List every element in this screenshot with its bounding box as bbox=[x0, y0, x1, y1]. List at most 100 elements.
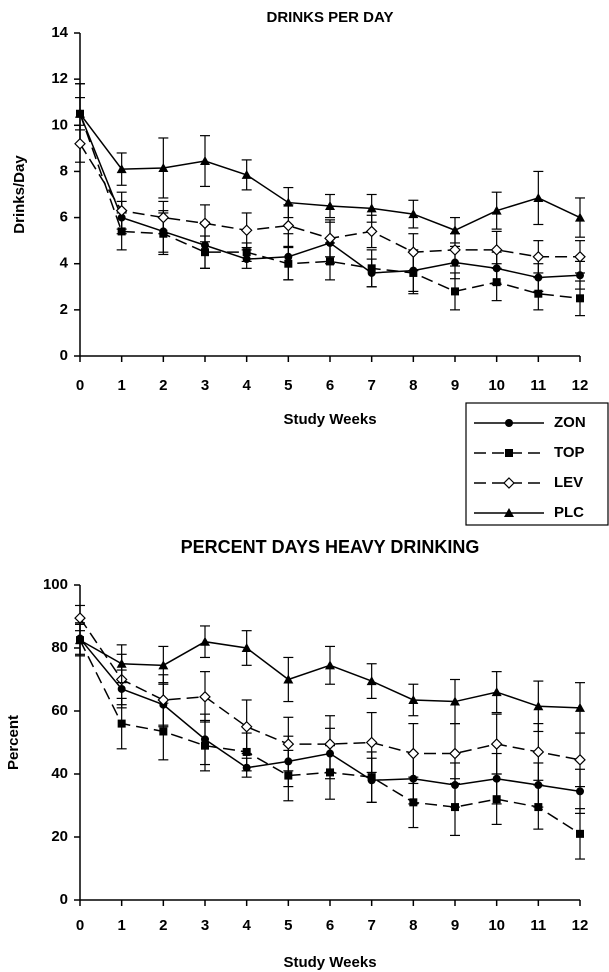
y-tick-label: 0 bbox=[60, 347, 68, 364]
x-tick-label: 12 bbox=[572, 917, 589, 934]
x-tick-label: 1 bbox=[117, 917, 125, 934]
marker bbox=[407, 246, 420, 259]
marker bbox=[159, 727, 168, 736]
legend: ZON TOP LEV PLC bbox=[465, 402, 609, 526]
marker bbox=[201, 741, 209, 750]
marker bbox=[240, 720, 253, 733]
marker bbox=[158, 660, 169, 670]
x-tick-label: 3 bbox=[201, 377, 209, 394]
marker bbox=[324, 738, 336, 750]
x-tick-label: 2 bbox=[159, 377, 167, 394]
marker bbox=[367, 773, 376, 782]
legend-label: LEV bbox=[554, 474, 583, 491]
marker bbox=[409, 268, 418, 277]
marker bbox=[157, 694, 170, 706]
marker bbox=[242, 248, 251, 257]
x-tick-label: 6 bbox=[326, 377, 334, 394]
x-tick-label: 11 bbox=[530, 377, 546, 394]
x-tick-label: 0 bbox=[76, 917, 84, 934]
marker bbox=[365, 225, 378, 238]
marker bbox=[575, 212, 585, 222]
y-tick-label: 2 bbox=[60, 301, 68, 318]
x-tick-label: 9 bbox=[451, 917, 459, 934]
y-tick-label: 20 bbox=[51, 828, 68, 845]
y-tick-label: 10 bbox=[51, 116, 68, 133]
marker bbox=[449, 244, 461, 256]
y-tick-label: 100 bbox=[43, 576, 68, 593]
marker bbox=[367, 264, 376, 273]
y-axis-label: Percent bbox=[5, 715, 22, 770]
y-tick-label: 14 bbox=[51, 24, 68, 41]
marker bbox=[282, 738, 295, 750]
marker bbox=[366, 203, 377, 213]
y-tick-label: 80 bbox=[51, 639, 68, 656]
marker bbox=[282, 219, 295, 232]
chart: PERCENT DAYS HEAVY DRINKING Study Weeks Pe… bbox=[5, 537, 588, 971]
x-tick-label: 1 bbox=[117, 377, 125, 394]
x-tick-label: 10 bbox=[488, 377, 505, 394]
x-tick-label: 4 bbox=[242, 917, 251, 934]
marker bbox=[200, 636, 210, 646]
marker bbox=[117, 227, 126, 236]
marker bbox=[533, 192, 544, 202]
marker bbox=[325, 201, 335, 211]
marker bbox=[576, 787, 584, 796]
chart-title: PERCENT DAYS HEAVY DRINKING bbox=[181, 537, 480, 557]
marker bbox=[408, 209, 419, 219]
legend-label: TOP bbox=[554, 444, 585, 461]
y-tick-label: 4 bbox=[60, 255, 69, 272]
y-tick-label: 6 bbox=[60, 209, 68, 226]
marker bbox=[201, 248, 209, 257]
y-axis-label: Drinks/Day bbox=[11, 155, 28, 234]
marker bbox=[74, 137, 86, 150]
marker bbox=[284, 771, 293, 780]
marker bbox=[534, 803, 543, 812]
marker bbox=[574, 753, 586, 766]
marker bbox=[283, 197, 294, 207]
marker bbox=[450, 225, 460, 235]
marker bbox=[491, 205, 502, 215]
chart: DRINKS PER DAY Study Weeks Drinks/Day 0 2 4 6 8… bbox=[11, 9, 609, 526]
marker bbox=[532, 746, 545, 758]
marker bbox=[576, 294, 584, 303]
marker bbox=[199, 217, 211, 230]
x-axis-label: Study Weeks bbox=[283, 411, 376, 428]
marker bbox=[532, 250, 545, 263]
y-tick-label: 40 bbox=[51, 765, 68, 782]
marker bbox=[75, 635, 85, 645]
x-tick-label: 0 bbox=[76, 377, 84, 394]
marker bbox=[157, 211, 170, 224]
marker bbox=[199, 690, 211, 703]
y-tick-label: 0 bbox=[60, 891, 68, 908]
y-tick-label: 12 bbox=[51, 70, 68, 87]
marker bbox=[241, 643, 252, 652]
legend-label: PLC bbox=[554, 504, 584, 521]
marker bbox=[324, 232, 336, 245]
x-tick-label: 8 bbox=[409, 377, 417, 394]
x-tick-label: 6 bbox=[326, 917, 334, 934]
marker bbox=[115, 204, 128, 217]
x-axis-label: Study Weeks bbox=[283, 954, 376, 971]
marker bbox=[325, 660, 335, 670]
marker bbox=[408, 694, 419, 704]
marker bbox=[283, 674, 294, 684]
marker bbox=[116, 658, 127, 668]
marker bbox=[240, 224, 253, 237]
x-tick-label: 10 bbox=[488, 917, 505, 934]
legend-label: ZON bbox=[554, 414, 586, 431]
marker bbox=[490, 244, 503, 256]
marker bbox=[407, 747, 420, 760]
marker bbox=[451, 803, 459, 812]
marker bbox=[492, 278, 501, 287]
marker bbox=[117, 719, 126, 728]
chart-title: DRINKS PER DAY bbox=[267, 9, 394, 26]
legend-marker bbox=[505, 449, 513, 457]
x-tick-label: 2 bbox=[159, 917, 167, 934]
marker bbox=[158, 162, 169, 172]
x-tick-label: 5 bbox=[284, 377, 292, 394]
legend-box bbox=[465, 402, 609, 526]
marker bbox=[574, 250, 586, 263]
marker bbox=[451, 287, 459, 296]
x-tick-label: 7 bbox=[367, 377, 375, 394]
